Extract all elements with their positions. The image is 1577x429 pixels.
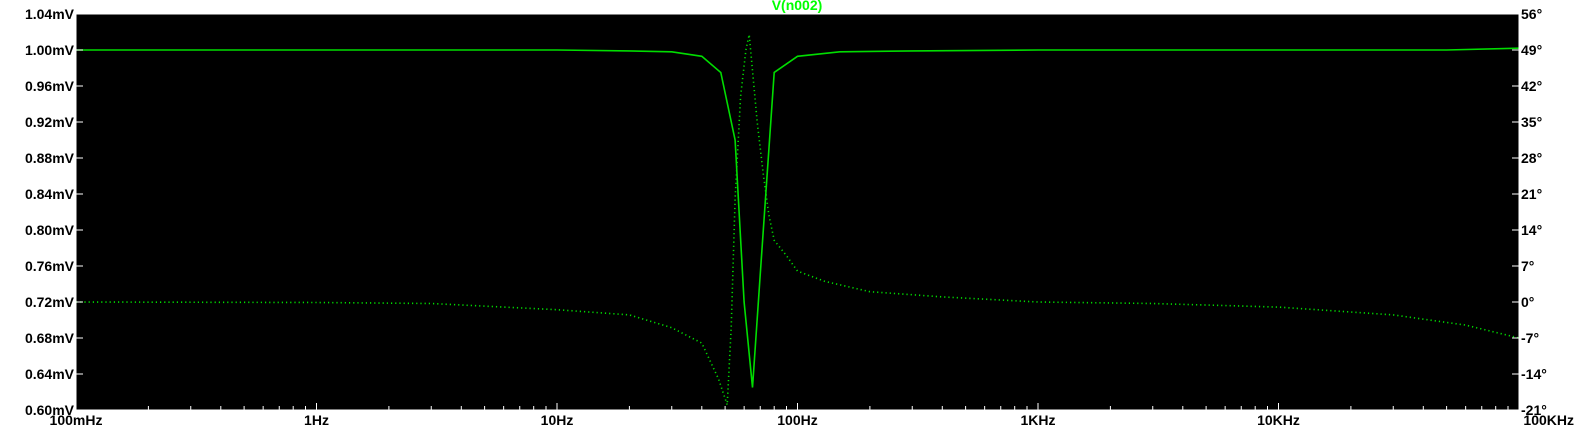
x-tick-label: 100Hz bbox=[777, 412, 817, 428]
y-tick-label: 0.80mV bbox=[25, 222, 75, 238]
x-tick-label: 1KHz bbox=[1020, 412, 1055, 428]
y2-tick-label: 28° bbox=[1521, 150, 1542, 166]
plot-background bbox=[76, 14, 1519, 410]
x-axis: 100mHz 1Hz 10Hz 100Hz 1KHz 10KHz 100KHz bbox=[50, 403, 1574, 428]
y-tick-label: 1.04mV bbox=[25, 6, 75, 22]
x-tick-label: 100mHz bbox=[50, 412, 103, 428]
x-tick-label: 10Hz bbox=[541, 412, 574, 428]
y2-tick-label: -14° bbox=[1521, 366, 1547, 382]
y2-tick-label: 21° bbox=[1521, 186, 1542, 202]
traces bbox=[76, 34, 1519, 406]
y-tick-label: 0.84mV bbox=[25, 186, 75, 202]
x-tick-label: 1Hz bbox=[304, 412, 329, 428]
magnitude-trace bbox=[76, 47, 1519, 388]
y-tick-label: 0.60mV bbox=[25, 402, 75, 418]
y2-tick-label: 49° bbox=[1521, 42, 1542, 58]
x-tick-label: 100KHz bbox=[1523, 412, 1574, 428]
y2-tick-label: 14° bbox=[1521, 222, 1542, 238]
right-axis: 56° 49° 42° 35° 28° 21° 14° 7° 0° -7° -14° -21° bbox=[1512, 6, 1547, 418]
y-tick-label: 0.68mV bbox=[25, 330, 75, 346]
y-tick-label: 0.92mV bbox=[25, 114, 75, 130]
y2-tick-label: 35° bbox=[1521, 114, 1542, 130]
y-tick-label: 1.00mV bbox=[25, 42, 75, 58]
y-tick-label: 0.88mV bbox=[25, 150, 75, 166]
y-tick-label: 0.76mV bbox=[25, 258, 75, 274]
y2-tick-label: 56° bbox=[1521, 6, 1542, 22]
y-tick-label: 0.72mV bbox=[25, 294, 75, 310]
y2-tick-label: -21° bbox=[1521, 402, 1547, 418]
y2-tick-label: -7° bbox=[1521, 330, 1539, 346]
y2-tick-label: 7° bbox=[1521, 258, 1534, 274]
y-tick-label: 0.64mV bbox=[25, 366, 75, 382]
y-tick-label: 0.96mV bbox=[25, 78, 75, 94]
left-axis: 1.04mV 1.00mV 0.96mV 0.92mV 0.88mV 0.84mV 0.80… bbox=[25, 6, 83, 418]
y2-tick-label: 0° bbox=[1521, 294, 1534, 310]
y2-tick-label: 42° bbox=[1521, 78, 1542, 94]
chart-title: V(n002) bbox=[772, 0, 823, 13]
x-tick-label: 10KHz bbox=[1257, 412, 1300, 428]
